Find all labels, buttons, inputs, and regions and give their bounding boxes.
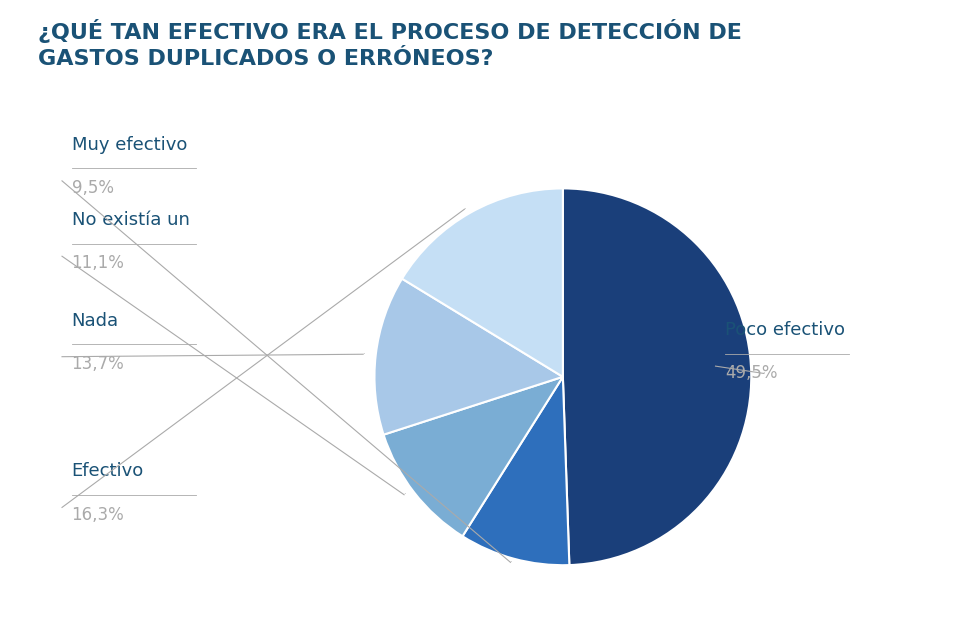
Text: ·: · — [462, 205, 465, 214]
Text: ·: · — [361, 350, 364, 359]
Text: 11,1%: 11,1% — [71, 254, 124, 273]
Text: ·: · — [402, 490, 405, 499]
Wedge shape — [562, 188, 750, 565]
Text: Efectivo: Efectivo — [71, 462, 144, 480]
Text: ·: · — [509, 558, 511, 567]
Wedge shape — [401, 188, 562, 377]
Text: 13,7%: 13,7% — [71, 355, 124, 373]
Text: Poco efectivo: Poco efectivo — [724, 321, 844, 339]
Text: 9,5%: 9,5% — [71, 179, 113, 197]
Text: No existía un: No existía un — [71, 211, 190, 229]
Text: ·: · — [761, 369, 764, 378]
Text: Nada: Nada — [71, 311, 118, 330]
Wedge shape — [375, 279, 562, 435]
Wedge shape — [462, 377, 569, 565]
Wedge shape — [383, 377, 562, 536]
Text: ¿QUÉ TAN EFECTIVO ERA EL PROCESO DE DETECCIÓN DE
GASTOS DUPLICADOS O ERRÓNEOS?: ¿QUÉ TAN EFECTIVO ERA EL PROCESO DE DETE… — [38, 19, 741, 69]
Text: 16,3%: 16,3% — [71, 506, 124, 524]
Text: Muy efectivo: Muy efectivo — [71, 136, 187, 154]
Text: 49,5%: 49,5% — [724, 364, 777, 382]
